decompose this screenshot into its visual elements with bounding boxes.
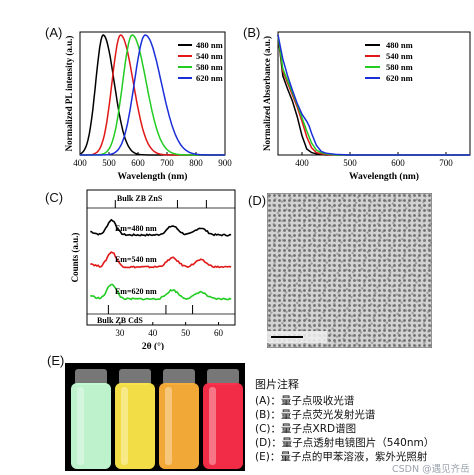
chart-b-legend-label-2: 580 nm <box>386 62 413 72</box>
vials-group <box>71 369 243 469</box>
panel-a-label: (A) <box>45 25 63 40</box>
vial-body-0 <box>71 383 111 469</box>
chart-c-xlabel: 2θ (°) <box>142 341 164 350</box>
chart-c: 30 40 50 60 2θ (°) Counts (a.u.) Bulk ZB ZnS Bu… <box>70 189 236 350</box>
chart-b-legend-label-0: 480 nm <box>386 40 413 50</box>
chart-c-series-0 <box>90 218 232 237</box>
caption-line-b: (B)：量子点荧光发射光谱 <box>255 409 376 421</box>
watermark: CSDN @遇见齐岳 <box>392 464 470 475</box>
vial-cap-1 <box>119 369 151 385</box>
chart-a-series-3 <box>80 34 225 156</box>
chart-c-ylabel: Counts (a.u.) <box>70 233 80 283</box>
chart-a-ylabel: Normalized PL intensity (a.u.) <box>64 36 74 152</box>
vial-cap-2 <box>163 369 195 385</box>
chart-a-legend-label-0: 480 nm <box>196 40 223 50</box>
chart-c-xtick-label-0: 30 <box>115 328 125 338</box>
chart-c-xtick-label-2: 50 <box>181 328 191 338</box>
chart-b-plot-area: 400 500 600 700 Wavelength (nm) Normalized Ab… <box>262 31 471 182</box>
caption-line-c: (C)：量子点XRD谱图 <box>255 423 357 435</box>
chart-a-xtick-label-2: 600 <box>131 158 145 168</box>
vial-highlight-1 <box>121 387 128 465</box>
chart-a-xtick-label-4: 800 <box>189 158 203 168</box>
chart-b-xtick-label-2: 600 <box>391 158 405 168</box>
chart-b-series-3 <box>277 34 470 156</box>
chart-b-xlabel: Wavelength (nm) <box>349 171 419 182</box>
chart-b-series-1 <box>277 34 470 156</box>
chart-a-xtick-label-3: 700 <box>160 158 174 168</box>
chart-b-xtick-label-1: 500 <box>343 158 357 168</box>
chart-b-legend-label-1: 540 nm <box>386 51 413 61</box>
caption-line-a: (A)：量子点吸收光谱 <box>255 395 355 407</box>
chart-a: 400 500 600 700 800 900 Wavelength (nm) Normali… <box>64 31 232 182</box>
chart-b-legend-label-3: 620 nm <box>386 73 413 83</box>
vial-body-3 <box>203 383 243 469</box>
vial-body-1 <box>115 383 155 469</box>
chart-c-xtick-label-1: 40 <box>148 328 158 338</box>
chart-a-legend-label-1: 540 nm <box>196 51 223 61</box>
chart-a-xlabel: Wavelength (nm) <box>118 171 188 182</box>
vial-cap-3 <box>207 369 239 385</box>
chart-a-xtick-label-0: 400 <box>73 158 87 168</box>
chart-b-xtick-label-0: 400 <box>295 158 309 168</box>
vial-highlight-3 <box>209 387 216 465</box>
caption-line-d: (D)：量子点透射电镜图片（540nm） <box>255 437 435 449</box>
chart-c-plot-area: 30 40 50 60 2θ (°) Counts (a.u.) Bulk ZB ZnS Bu… <box>70 189 236 350</box>
caption-line-e: (E)：量子点的甲苯溶液，紫外光照射 <box>255 451 428 463</box>
chart-a-legend-label-2: 580 nm <box>196 62 223 72</box>
chart-c-ref-top-label: Bulk ZB ZnS <box>117 194 163 203</box>
chart-b-ylabel: Normalized Absorbance (a.u.) <box>262 36 272 151</box>
vial-highlight-2 <box>165 387 172 465</box>
vials-photo <box>65 363 245 471</box>
vial-cap-0 <box>75 369 107 385</box>
chart-c-series-label-2: Em=620 nm <box>115 287 157 296</box>
chart-c-series-1 <box>90 251 232 269</box>
vial-highlight-0 <box>77 387 84 465</box>
chart-c-series-label-1: Em=540 nm <box>115 255 157 264</box>
chart-b: 400 500 600 700 Wavelength (nm) Normalized Ab… <box>262 31 471 182</box>
chart-c-ref-bottom-label: Bulk ZB CdS <box>97 316 143 325</box>
vial-body-2 <box>159 383 199 469</box>
tem-image <box>267 193 432 348</box>
chart-c-series-2 <box>89 283 232 301</box>
chart-a-xtick-label-1: 500 <box>102 158 116 168</box>
chart-c-series-label-0: Em=480 nm <box>115 224 157 233</box>
chart-a-legend-label-3: 620 nm <box>196 73 223 83</box>
caption-title: 图片注释 <box>255 378 299 391</box>
chart-c-xtick-label-3: 60 <box>214 328 224 338</box>
chart-c-frame <box>86 189 236 326</box>
panel-d-label: (D) <box>248 193 267 208</box>
panel-c-label: (C) <box>45 190 64 205</box>
chart-a-plot-area: 400 500 600 700 800 900 Wavelength (nm) Normali… <box>64 31 232 182</box>
panel-b-label: (B) <box>243 25 261 40</box>
chart-a-xtick-label-5: 900 <box>218 158 232 168</box>
chart-b-xtick-label-3: 700 <box>439 158 453 168</box>
panel-e-label: (E) <box>47 353 65 368</box>
